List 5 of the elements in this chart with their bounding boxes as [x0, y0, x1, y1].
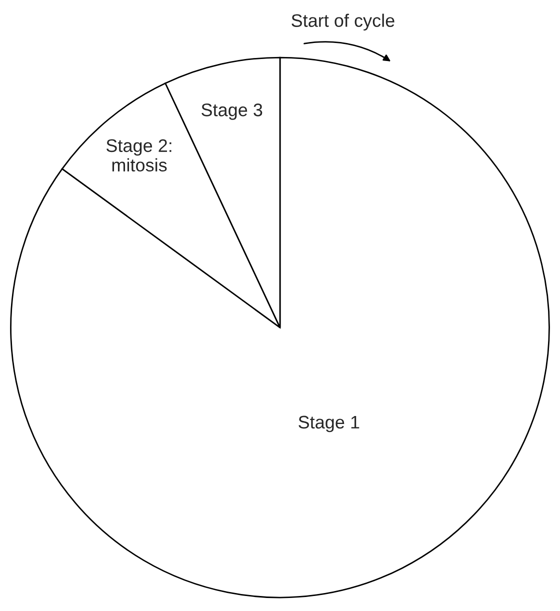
text: Start of cycle — [292, 14, 394, 31]
slice-label: Stage 3 — [202, 104, 262, 120]
slice-label: Stage 2: mitosis — [106, 139, 172, 172]
pie-slice — [10, 56, 550, 598]
slice-label: Stage 1 — [298, 416, 360, 432]
